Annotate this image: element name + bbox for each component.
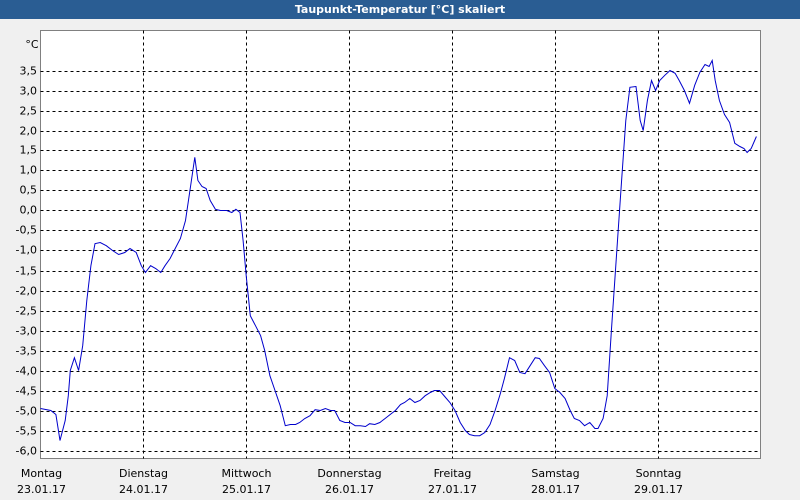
x-tick-label: Samstag xyxy=(531,467,579,480)
y-tick-label: -5,5 xyxy=(16,425,37,438)
y-tick-label: -4,5 xyxy=(16,385,37,398)
y-tick-label: 2,5 xyxy=(20,105,38,118)
x-tick-date: 24.01.17 xyxy=(119,483,168,496)
x-tick-label: Donnerstag xyxy=(317,467,381,480)
y-tick-label: -1,5 xyxy=(16,265,37,278)
x-tick-label: Sonntag xyxy=(636,467,682,480)
y-tick-label: -6,0 xyxy=(16,445,37,458)
x-tick-label: Freitag xyxy=(434,467,472,480)
x-tick-label: Mittwoch xyxy=(222,467,272,480)
y-tick-label: 3,0 xyxy=(20,85,38,98)
x-tick-date: 26.01.17 xyxy=(325,483,374,496)
x-tick-date: 29.01.17 xyxy=(634,483,683,496)
x-tick-label: Montag xyxy=(21,467,62,480)
x-tick-date: 27.01.17 xyxy=(428,483,477,496)
y-tick-label: -2,5 xyxy=(16,305,37,318)
y-tick-label: 2,0 xyxy=(20,125,38,138)
y-tick-label: 1,0 xyxy=(20,164,38,177)
y-axis-label: °C xyxy=(25,38,39,51)
chart-title: Taupunkt-Temperatur [°C] skaliert xyxy=(295,3,505,16)
y-tick-label: -0,5 xyxy=(16,224,37,237)
y-tick-label: 0,5 xyxy=(20,184,38,197)
y-tick-label: 3,5 xyxy=(20,65,38,78)
y-tick-label: -4,0 xyxy=(16,365,37,378)
data-line xyxy=(40,58,757,441)
y-tick-label: -5,0 xyxy=(16,405,37,418)
plot-area xyxy=(40,30,761,459)
x-tick-date: 25.01.17 xyxy=(222,483,271,496)
y-tick-label: 1,5 xyxy=(20,144,38,157)
y-tick-label: -3,5 xyxy=(16,345,37,358)
x-tick-label: Dienstag xyxy=(119,467,168,480)
x-tick-date: 23.01.17 xyxy=(17,483,66,496)
y-tick-label: -2,0 xyxy=(16,285,37,298)
y-tick-label: -3,0 xyxy=(16,325,37,338)
title-bar xyxy=(0,0,800,19)
x-tick-date: 28.01.17 xyxy=(531,483,580,496)
y-tick-label: 0,0 xyxy=(20,204,38,217)
y-tick-label: -1,0 xyxy=(16,244,37,257)
